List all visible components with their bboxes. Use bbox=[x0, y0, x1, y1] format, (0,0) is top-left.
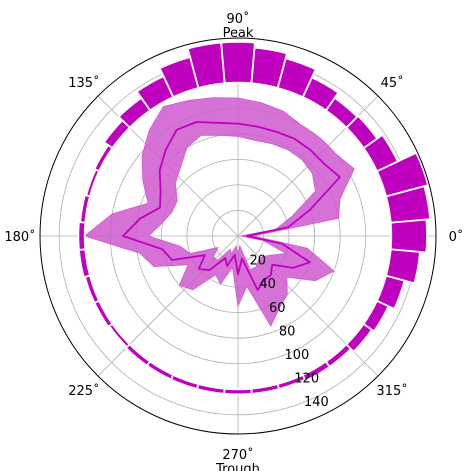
bar-4 bbox=[345, 114, 379, 150]
bar-35 bbox=[384, 248, 421, 285]
radial-tick-label-140: 140 bbox=[304, 395, 329, 410]
bar-12 bbox=[135, 75, 175, 112]
radial-tick-label-80: 80 bbox=[279, 324, 296, 339]
angle-tick-label-90: 90˚ bbox=[226, 11, 249, 27]
bar-24 bbox=[145, 360, 175, 381]
angle-tick-label-225: 225˚ bbox=[68, 383, 99, 399]
bar-26 bbox=[195, 382, 226, 395]
bar-19 bbox=[77, 248, 92, 279]
angle-tick-label-0: 0˚ bbox=[449, 229, 464, 245]
radial-tick-label-40: 40 bbox=[259, 277, 276, 292]
bar-15 bbox=[93, 143, 114, 173]
bar-27 bbox=[223, 387, 253, 396]
annotation-peak: Peak bbox=[223, 26, 254, 41]
bar-18 bbox=[77, 221, 87, 251]
bar-16 bbox=[85, 168, 101, 198]
radial-tick-label-60: 60 bbox=[269, 301, 286, 316]
angle-tick-label-315: 315˚ bbox=[376, 383, 407, 399]
bar-23 bbox=[124, 343, 152, 368]
polar-frame bbox=[39, 37, 437, 435]
bar-3 bbox=[362, 133, 399, 173]
angle-tick-label-45: 45˚ bbox=[381, 75, 404, 91]
angle-tick-label-135: 135˚ bbox=[68, 75, 99, 91]
bar-10 bbox=[186, 41, 226, 90]
bar-17 bbox=[79, 193, 92, 224]
bar-25 bbox=[169, 373, 200, 391]
bar-series bbox=[77, 40, 432, 396]
tick-labels: 0˚ 45˚ 90˚ 135˚ 180˚ 225˚ 270˚ 315˚ Peak Trough 20… bbox=[4, 11, 463, 471]
area-band-series bbox=[83, 97, 355, 327]
radial-tick-label-120: 120 bbox=[294, 372, 319, 387]
bar-9 bbox=[220, 40, 256, 85]
bar-13 bbox=[117, 96, 152, 129]
angle-tick-label-180: 180˚ bbox=[4, 229, 35, 245]
bar-22 bbox=[108, 322, 131, 349]
mean-line bbox=[122, 121, 341, 291]
bar-21 bbox=[93, 299, 114, 329]
bar-28 bbox=[250, 382, 281, 395]
bar-14 bbox=[102, 119, 131, 150]
radial-tick-label-20: 20 bbox=[250, 254, 267, 269]
bar-20 bbox=[83, 274, 101, 305]
annotation-trough: Trough bbox=[215, 462, 260, 471]
bar-2 bbox=[375, 151, 430, 198]
bar-31 bbox=[324, 343, 353, 369]
radial-tick-label-100: 100 bbox=[284, 348, 309, 363]
bar-0 bbox=[389, 218, 428, 254]
angle-tick-label-270: 270˚ bbox=[222, 447, 253, 463]
